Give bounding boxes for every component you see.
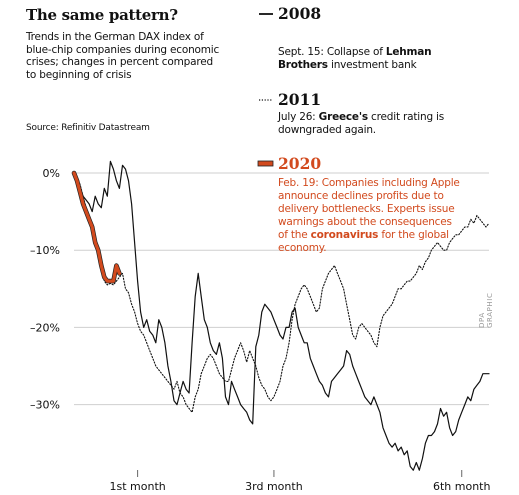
chart-source: Source: Refinitiv Datastream [26,123,150,133]
y-tick-label: 0% [43,167,60,180]
series-line-2020 [72,171,122,283]
y-tick-label: –20% [30,321,60,334]
legend-key-2020 [257,160,274,167]
legend-year-2020: 2020 [278,154,322,173]
legend-keys [257,13,274,167]
series-line-2011 [73,172,490,413]
legend-text-2011: July 26: Greece's credit rating is downg… [278,111,445,136]
chart-title: The same pattern? [26,6,178,24]
legend-text-2008: Sept. 15: Collapse of Lehman Brothers in… [278,46,432,71]
x-axis-ticks: 1st month 3rd month 6th month [109,470,491,493]
series-lines [71,160,490,471]
y-axis-ticks: 0% –10% –20% –30% [30,167,60,412]
x-tick-label: 6th month [433,480,491,493]
photo-credit: DPA GRAPHIC [478,292,494,328]
series-line-2008 [73,160,490,471]
legend-text-2020: Feb. 19: Companies including Apple annou… [278,177,460,254]
chart-subtitle: Trends in the German DAX index of blue-c… [26,31,220,81]
legend-year-2011: 2011 [278,90,322,109]
x-tick-label: 1st month [109,480,165,493]
y-tick-label: –30% [30,399,60,412]
y-tick-label: –10% [30,244,60,257]
legend-year-2008: 2008 [278,4,322,23]
x-tick-label: 3rd month [245,480,303,493]
